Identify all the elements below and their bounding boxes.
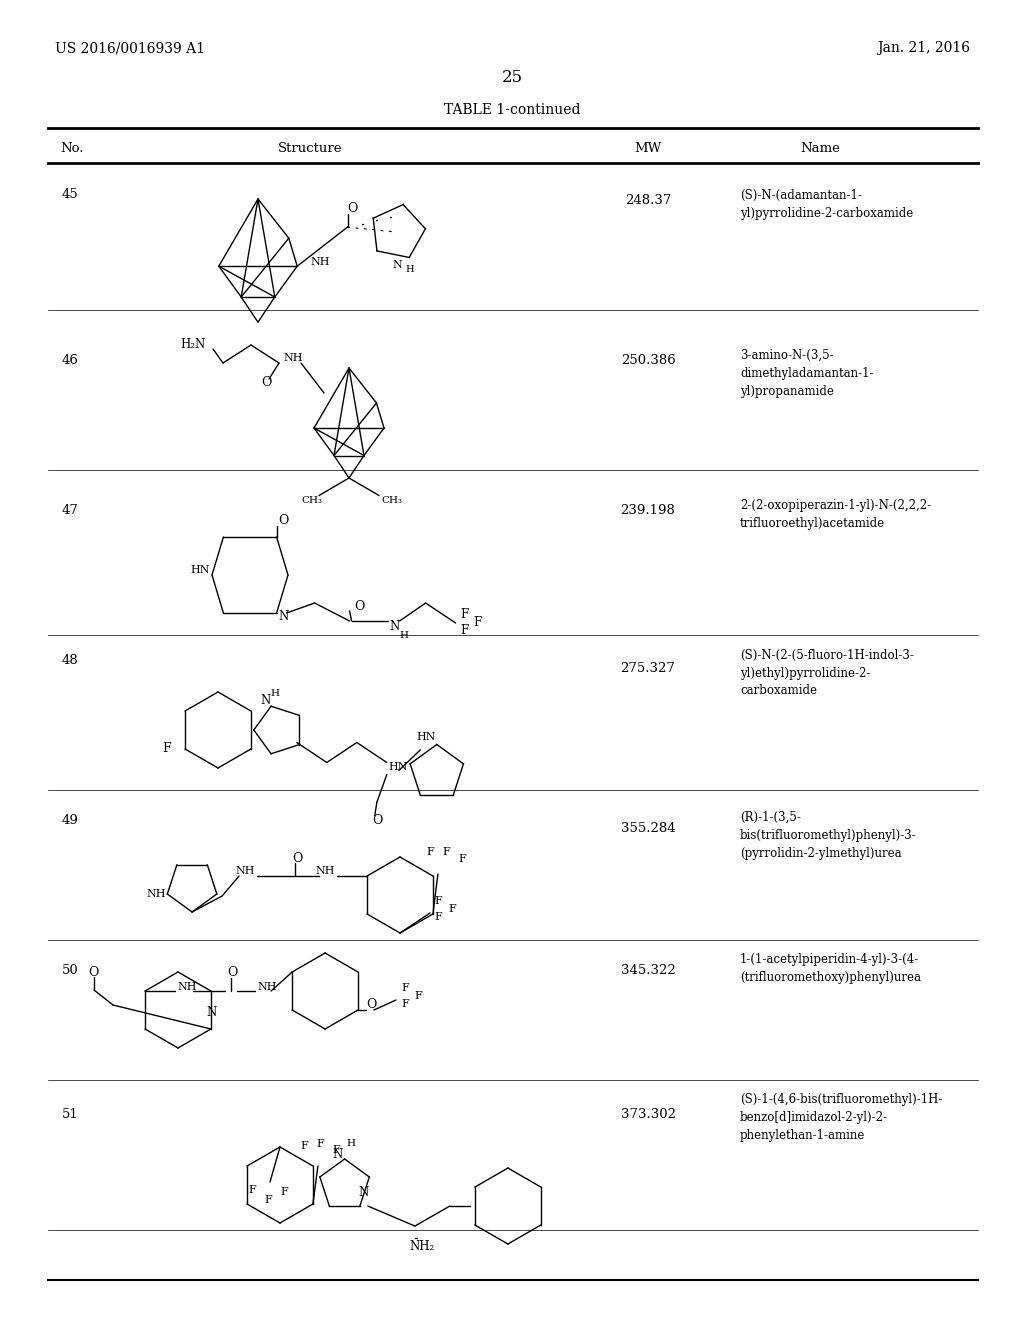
Text: F: F	[426, 847, 433, 857]
Text: F: F	[280, 1187, 288, 1197]
Text: 250.386: 250.386	[621, 354, 676, 367]
Text: 355.284: 355.284	[621, 821, 675, 834]
Text: N: N	[358, 1187, 369, 1200]
Text: F: F	[401, 983, 409, 993]
Text: 25: 25	[502, 70, 522, 87]
Text: H: H	[406, 265, 415, 275]
Text: NH: NH	[283, 352, 302, 363]
Text: O: O	[292, 851, 302, 865]
Text: F: F	[316, 1139, 324, 1148]
Text: 373.302: 373.302	[621, 1109, 676, 1122]
Text: bis(trifluoromethyl)phenyl)-3-: bis(trifluoromethyl)phenyl)-3-	[740, 829, 916, 842]
Text: O: O	[88, 965, 98, 978]
Text: F: F	[434, 896, 441, 906]
Text: HN: HN	[417, 731, 436, 742]
Text: Jan. 21, 2016: Jan. 21, 2016	[877, 41, 970, 55]
Text: O: O	[261, 376, 271, 389]
Text: Name: Name	[800, 141, 840, 154]
Text: F: F	[434, 912, 441, 921]
Text: dimethyladamantan-1-: dimethyladamantan-1-	[740, 367, 873, 380]
Text: F: F	[401, 999, 409, 1008]
Text: F: F	[248, 1185, 256, 1195]
Text: 275.327: 275.327	[621, 661, 676, 675]
Text: 47: 47	[62, 503, 79, 516]
Text: HN: HN	[389, 763, 409, 772]
Text: HN: HN	[190, 565, 210, 576]
Text: 49: 49	[62, 813, 79, 826]
Text: carboxamide: carboxamide	[740, 685, 817, 697]
Text: H: H	[270, 689, 280, 697]
Text: CH₃: CH₃	[301, 496, 322, 506]
Text: (S)-N-(2-(5-fluoro-1H-indol-3-: (S)-N-(2-(5-fluoro-1H-indol-3-	[740, 648, 913, 661]
Text: F: F	[458, 854, 466, 865]
Text: O: O	[279, 515, 289, 528]
Text: (pyrrolidin-2-ylmethyl)urea: (pyrrolidin-2-ylmethyl)urea	[740, 846, 901, 859]
Text: US 2016/0016939 A1: US 2016/0016939 A1	[55, 41, 205, 55]
Text: NH: NH	[257, 982, 276, 993]
Text: phenylethan-1-amine: phenylethan-1-amine	[740, 1130, 865, 1143]
Text: (S)-1-(4,6-bis(trifluoromethyl)-1H-: (S)-1-(4,6-bis(trifluoromethyl)-1H-	[740, 1093, 942, 1106]
Text: 345.322: 345.322	[621, 964, 676, 977]
Text: O: O	[227, 966, 238, 979]
Text: yl)ethyl)pyrrolidine-2-: yl)ethyl)pyrrolidine-2-	[740, 667, 870, 680]
Text: N: N	[279, 610, 289, 623]
Text: CH₃: CH₃	[381, 496, 402, 506]
Text: N: N	[392, 260, 402, 271]
Text: NH: NH	[236, 866, 255, 876]
Text: 248.37: 248.37	[625, 194, 671, 206]
Text: NH₂: NH₂	[410, 1239, 435, 1253]
Text: F: F	[332, 1144, 340, 1155]
Text: H: H	[346, 1139, 355, 1148]
Text: TABLE 1-continued: TABLE 1-continued	[443, 103, 581, 117]
Text: N: N	[389, 619, 399, 632]
Text: 48: 48	[62, 653, 79, 667]
Text: F: F	[264, 1195, 271, 1205]
Text: NH: NH	[315, 866, 335, 876]
Text: No.: No.	[60, 141, 84, 154]
Text: 2-(2-oxopiperazin-1-yl)-N-(2,2,2-: 2-(2-oxopiperazin-1-yl)-N-(2,2,2-	[740, 499, 931, 511]
Text: benzo[d]imidazol-2-yl)-2-: benzo[d]imidazol-2-yl)-2-	[740, 1111, 888, 1125]
Text: NH: NH	[146, 888, 166, 899]
Text: H₂N: H₂N	[180, 338, 205, 351]
Text: F: F	[442, 847, 450, 857]
Text: 45: 45	[62, 189, 79, 202]
Text: (trifluoromethoxy)phenyl)urea: (trifluoromethoxy)phenyl)urea	[740, 972, 921, 985]
Text: O: O	[347, 202, 358, 215]
Text: O: O	[372, 814, 382, 828]
Text: F: F	[300, 1140, 307, 1151]
Text: F: F	[414, 991, 422, 1001]
Text: 51: 51	[62, 1109, 79, 1122]
Text: F: F	[449, 904, 456, 913]
Text: F: F	[162, 742, 171, 755]
Text: O: O	[366, 998, 377, 1011]
Text: 46: 46	[62, 354, 79, 367]
Text: N: N	[261, 693, 271, 706]
Text: (R)-1-(3,5-: (R)-1-(3,5-	[740, 810, 801, 824]
Text: 50: 50	[62, 964, 79, 977]
Text: (S)-N-(adamantan-1-: (S)-N-(adamantan-1-	[740, 189, 862, 202]
Text: Structure: Structure	[278, 141, 342, 154]
Text: NH: NH	[177, 982, 197, 993]
Text: O: O	[354, 599, 365, 612]
Text: trifluoroethyl)acetamide: trifluoroethyl)acetamide	[740, 516, 885, 529]
Text: N: N	[206, 1006, 216, 1019]
Text: yl)propanamide: yl)propanamide	[740, 384, 834, 397]
Text: MW: MW	[635, 141, 662, 154]
Text: F: F	[473, 616, 482, 630]
Text: yl)pyrrolidine-2-carboxamide: yl)pyrrolidine-2-carboxamide	[740, 206, 913, 219]
Text: N: N	[333, 1147, 343, 1160]
Text: 1-(1-acetylpiperidin-4-yl)-3-(4-: 1-(1-acetylpiperidin-4-yl)-3-(4-	[740, 953, 920, 966]
Text: F: F	[461, 609, 469, 622]
Text: H: H	[399, 631, 409, 640]
Text: F: F	[461, 624, 469, 638]
Text: NH: NH	[310, 257, 330, 267]
Text: 239.198: 239.198	[621, 503, 676, 516]
Text: 3-amino-N-(3,5-: 3-amino-N-(3,5-	[740, 348, 834, 362]
